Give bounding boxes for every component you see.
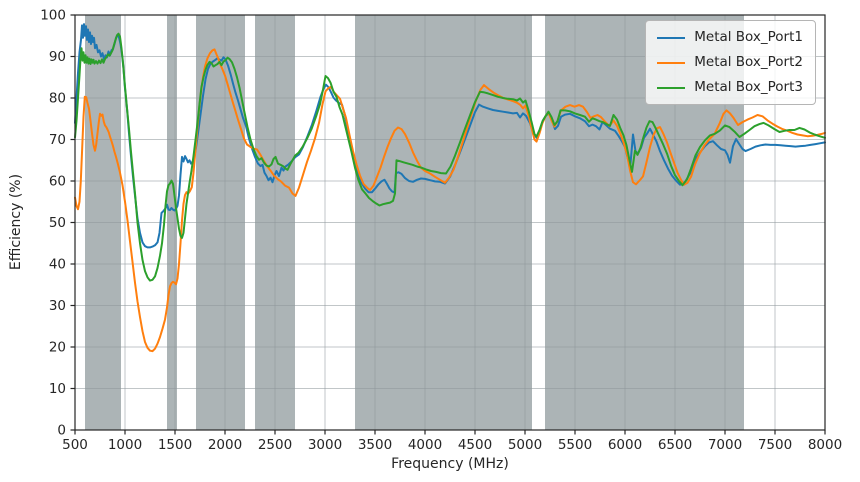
- x-tick-label: 7500: [758, 437, 792, 453]
- y-tick-label: 90: [49, 49, 66, 65]
- y-tick-label: 60: [49, 174, 66, 190]
- y-tick-label: 0: [57, 423, 66, 439]
- x-tick-label: 2500: [258, 437, 292, 453]
- y-axis-label: Efficiency (%): [8, 173, 24, 271]
- legend-item-port2: Metal Box_Port2: [657, 54, 803, 71]
- x-tick-label: 500: [62, 437, 88, 453]
- x-tick-label: 5500: [558, 437, 592, 453]
- x-tick-label: 4000: [408, 437, 442, 453]
- y-tick-label: 10: [49, 381, 66, 397]
- legend-line-swatch-port1: [657, 36, 686, 39]
- x-tick-label: 6000: [608, 437, 642, 453]
- x-tick-label: 3500: [358, 437, 392, 453]
- x-tick-label: 5000: [508, 437, 542, 453]
- legend: Metal Box_Port1 Metal Box_Port2 Metal Bo…: [645, 20, 816, 105]
- legend-item-port1: Metal Box_Port1: [657, 29, 803, 46]
- x-tick-label: 3000: [308, 437, 342, 453]
- legend-item-port3: Metal Box_Port3: [657, 79, 803, 96]
- y-tick-label: 50: [49, 215, 66, 231]
- x-tick-label: 1000: [108, 437, 142, 453]
- x-tick-label: 4500: [458, 437, 492, 453]
- legend-label-port3: Metal Box_Port3: [694, 79, 803, 95]
- series-line-port3: [74, 32, 826, 282]
- x-tick-label: 6500: [658, 437, 692, 453]
- x-tick-label: 8000: [808, 437, 842, 453]
- legend-label-port2: Metal Box_Port2: [694, 54, 803, 70]
- series-line-port2: [74, 48, 826, 353]
- y-tick-label: 70: [49, 132, 66, 148]
- legend-line-swatch-port3: [657, 86, 686, 89]
- y-tick-label: 40: [49, 257, 66, 273]
- x-tick-label: 7000: [708, 437, 742, 453]
- legend-label-port1: Metal Box_Port1: [694, 29, 803, 45]
- y-tick-label: 20: [49, 340, 66, 356]
- legend-line-swatch-port2: [657, 61, 686, 64]
- y-tick-label: 30: [49, 298, 66, 314]
- x-axis-label: Frequency (MHz): [391, 456, 509, 472]
- x-tick-label: 1500: [158, 437, 192, 453]
- x-tick-label: 2000: [208, 437, 242, 453]
- y-tick-label: 80: [49, 91, 66, 107]
- y-tick-label: 100: [40, 8, 66, 24]
